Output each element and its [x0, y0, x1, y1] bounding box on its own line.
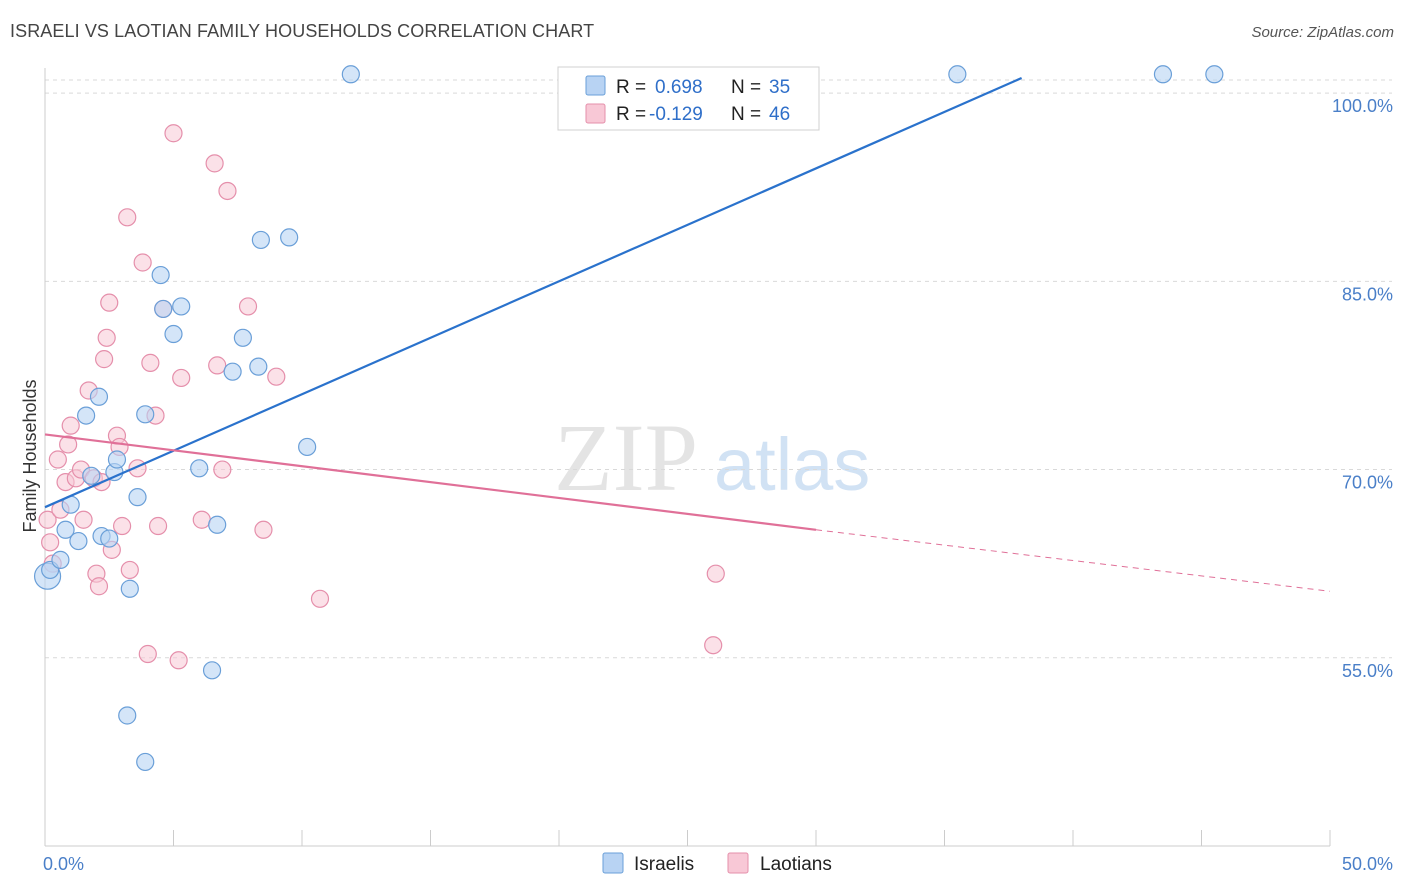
legend-r-value-1: 0.698: [655, 77, 703, 98]
laotian-point: [254, 520, 273, 539]
legend-n-value-1: 35: [769, 77, 790, 98]
laotian-point: [41, 533, 60, 552]
laotian-point: [61, 416, 80, 435]
trend-lines: [44, 77, 1331, 592]
laotian-point: [148, 516, 168, 536]
israeli-point: [120, 579, 139, 598]
legend-swatch-laotians: [585, 103, 606, 124]
israeli-point: [118, 706, 137, 725]
israeli-trend-line: [44, 77, 1023, 509]
bottom-legend-laotians: Laotians: [760, 854, 832, 875]
laotian-point: [164, 124, 183, 143]
watermark: ZIP atlas: [554, 404, 870, 511]
laotian-point: [100, 293, 119, 312]
israeli-point: [202, 661, 222, 680]
laotian-point: [89, 577, 109, 596]
laotian-point: [238, 297, 258, 316]
correlation-legend: R = 0.698 N = 35 R = -0.129 N = 46: [557, 66, 820, 131]
legend-r-value-2: -0.129: [649, 104, 703, 125]
laotian-point: [704, 636, 723, 655]
legend-n-label-2: N =: [731, 104, 761, 125]
israeli-point: [190, 459, 209, 478]
israeli-point: [341, 65, 360, 84]
series-legend: Israelis Laotians: [602, 852, 832, 875]
legend-swatch-israelis: [585, 75, 606, 96]
israeli-point: [82, 466, 101, 485]
israeli-point: [136, 752, 155, 772]
y-tick-label: 70.0%: [1342, 473, 1393, 493]
laotian-points: [38, 124, 725, 670]
laotian-point: [97, 328, 116, 347]
laotian-point: [218, 181, 237, 201]
laotian-point: [205, 154, 224, 173]
israeli-point: [948, 65, 967, 84]
laotian-point: [213, 460, 232, 479]
laotian-point: [208, 356, 227, 375]
laotian-point: [133, 253, 152, 272]
y-tick-label: 85.0%: [1342, 284, 1393, 304]
watermark-zip: ZIP: [554, 404, 698, 511]
israeli-point: [107, 450, 127, 469]
laotian-point: [120, 560, 139, 580]
israeli-point: [1205, 65, 1224, 84]
x-tick-label-max: 50.0%: [1342, 854, 1393, 874]
laotian-point: [38, 510, 57, 529]
laotian-point: [48, 450, 67, 469]
bottom-legend-swatch-laotians: [727, 852, 749, 874]
bottom-legend-swatch-israelis: [602, 852, 624, 874]
israeli-point: [298, 437, 317, 457]
laotian-point: [118, 208, 137, 227]
laotian-trend-extension: [815, 529, 1331, 592]
israeli-point: [223, 362, 242, 381]
israeli-points: [33, 65, 1224, 772]
legend-r-label-1: R =: [616, 77, 646, 98]
israeli-point: [100, 529, 119, 548]
watermark-atlas: atlas: [714, 423, 870, 506]
israeli-point: [51, 550, 70, 569]
israeli-point: [249, 357, 268, 376]
israeli-point: [151, 265, 170, 285]
israeli-point: [128, 488, 147, 507]
legend-r-label-2: R =: [616, 104, 646, 125]
laotian-trend-line: [44, 433, 817, 531]
axes: [44, 68, 1331, 847]
israeli-point: [56, 520, 75, 539]
legend-n-value-2: 46: [769, 104, 790, 125]
laotian-point: [706, 564, 725, 583]
y-axis-label: Family Households: [20, 379, 40, 532]
israeli-point: [154, 299, 173, 319]
laotian-point: [112, 516, 132, 536]
laotian-point: [141, 353, 160, 372]
laotian-point: [172, 368, 191, 388]
laotian-point: [267, 367, 286, 386]
israeli-point: [233, 328, 252, 347]
source-attribution: Source: ZipAtlas.com: [1251, 24, 1394, 41]
israeli-point: [172, 297, 191, 316]
tick-labels: 55.0% 70.0% 85.0% 100.0% 0.0% 50.0%: [43, 96, 1393, 874]
legend-n-label-1: N =: [731, 77, 761, 98]
laotian-point: [169, 651, 188, 670]
israeli-point: [251, 230, 270, 250]
y-tick-label: 100.0%: [1332, 96, 1393, 116]
laotian-point: [192, 510, 211, 529]
laotian-point: [95, 350, 114, 369]
laotian-point: [310, 589, 330, 608]
israeli-point: [89, 387, 109, 406]
israeli-point: [1153, 65, 1173, 84]
x-tick-label-min: 0.0%: [43, 854, 84, 874]
israeli-point: [69, 531, 88, 551]
laotian-point: [74, 510, 93, 529]
israeli-point: [280, 228, 299, 247]
chart-title: ISRAELI VS LAOTIAN FAMILY HOUSEHOLDS COR…: [10, 21, 595, 41]
y-tick-label: 55.0%: [1342, 661, 1393, 681]
israeli-point: [164, 324, 183, 344]
laotian-point: [59, 435, 78, 454]
israeli-point: [208, 515, 227, 534]
bottom-legend-israelis: Israelis: [634, 854, 694, 875]
laotian-point: [138, 644, 157, 664]
israeli-point: [77, 406, 96, 425]
israeli-point: [136, 405, 155, 424]
